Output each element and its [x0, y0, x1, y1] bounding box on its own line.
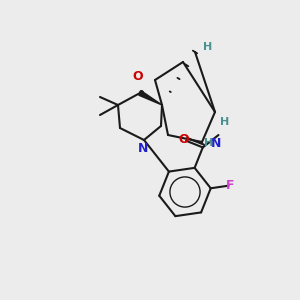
Text: H: H: [220, 117, 229, 127]
Text: F: F: [226, 179, 235, 192]
Text: H: H: [204, 138, 213, 148]
Text: H: H: [203, 42, 212, 52]
Text: O: O: [133, 70, 143, 83]
Text: N: N: [138, 142, 148, 155]
Text: O: O: [178, 133, 189, 146]
Text: N: N: [211, 137, 222, 150]
Polygon shape: [139, 91, 162, 105]
